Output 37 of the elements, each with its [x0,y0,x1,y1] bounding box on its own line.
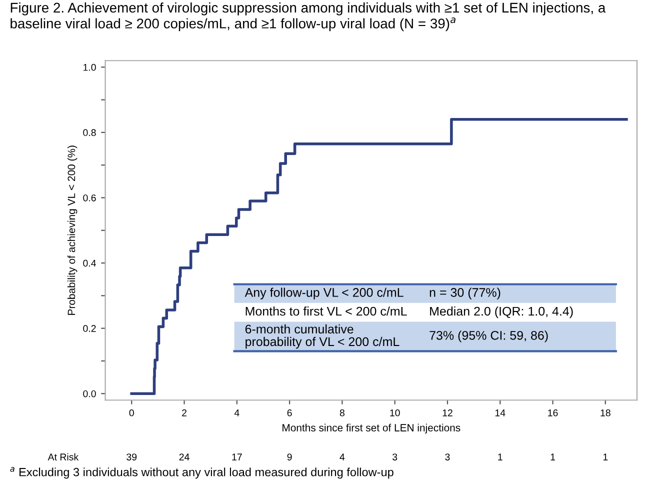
y-tick-label: 1.0 [84,64,96,71]
text: At Risk [48,453,79,460]
x-tick-label: 14 [495,410,506,416]
x-tick-label: 10 [390,409,400,416]
x-tick-label: 18 [600,409,610,416]
text: 1 [498,454,502,460]
chart-title: Figure 2. Achievement of virologic suppression among individuals with ≥1 set of LEN injections, a baseline viral load ≥ 200 copies/mL, and ≥1 follow-up viral load (N = 39)$^{a}$ [10,2,606,32]
text: 9 [287,454,292,460]
y-axis-title: Probability of achieving VL < 200 (%) [67,146,78,315]
x-tick-label: 0 [129,409,134,416]
y-tick-label: 0.2 [83,325,96,332]
text: 3 [445,454,450,460]
x-tick-label: 12 [442,409,452,416]
y-tick-label: 0.8 [83,129,96,136]
x-tick-label: 6 [287,409,292,416]
text: 4 [340,454,345,460]
y-tick-label: 0.0 [83,390,96,398]
text: 24 [179,454,190,460]
text: 1 [603,454,608,460]
annotation: Median 2.0 (IQR: 1.0, 4.4) [430,306,573,318]
x-tick-label: 8 [340,409,344,416]
annotation: 6-month cumulative probability of VL < 200 c/mL [245,324,400,349]
text: 39 [126,454,137,460]
text: 3 [392,454,398,460]
annotation: 73% (95% CI: 59, 86) [430,330,548,342]
x-tick-label: 4 [234,410,240,416]
annotation: Months to first VL < 200 c/mL [246,306,407,316]
x-axis-title: Months since first set of LEN injections [282,424,460,434]
x-tick-label: 16 [548,409,558,416]
x-tick-label: 2 [182,409,186,416]
text: $^{a}$ Excluding 3 individuals without any viral load measured during follow-up [10,467,394,479]
y-tick-label: 0.4 [83,260,96,267]
text: 1 [550,454,555,460]
annotation: n = 30 (77%) [430,288,500,300]
y-tick-label: 0.6 [83,194,96,202]
annotation: Any follow-up VL < 200 c/mL [244,288,404,300]
text: 17 [232,454,242,460]
